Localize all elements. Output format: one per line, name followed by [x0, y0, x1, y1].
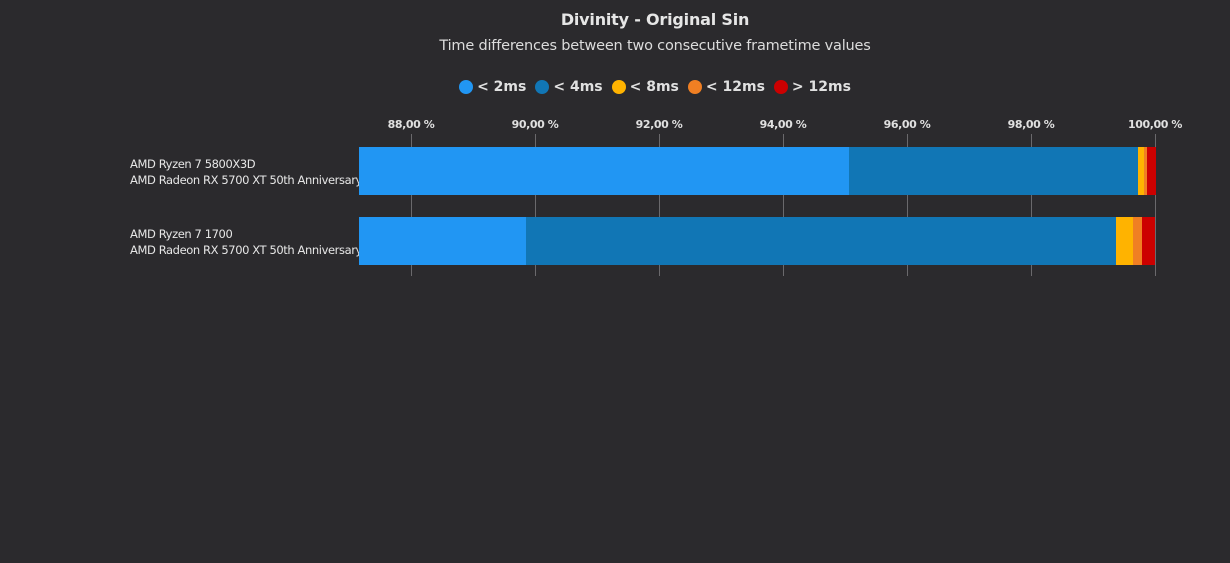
bar-segment[interactable] — [358, 217, 526, 265]
bar-segment[interactable] — [1137, 147, 1145, 195]
legend-label: < 8ms — [629, 79, 679, 95]
bar-segment[interactable] — [1133, 217, 1142, 265]
gridline — [659, 134, 660, 276]
bar-segment[interactable] — [1141, 217, 1155, 265]
x-tick-label: 100,00 % — [1127, 118, 1183, 131]
legend-dot-icon — [611, 80, 626, 94]
x-tick-label: 88,00 % — [387, 118, 435, 131]
legend-label: < 2ms — [477, 79, 527, 95]
chart-legend: < 2ms < 4ms < 8ms < 12ms > 12ms — [0, 79, 1230, 95]
chart-subtitle: Time differences between two consecutive… — [439, 38, 871, 54]
bar-segment[interactable] — [848, 147, 1138, 195]
bar-segment[interactable] — [525, 217, 1116, 265]
gridline — [1155, 134, 1156, 276]
cpu-label: AMD Ryzen 7 5800X3D — [130, 157, 256, 171]
bar-segment[interactable] — [1115, 217, 1134, 265]
legend-label: > 12ms — [791, 79, 851, 95]
bar-segment[interactable] — [358, 147, 849, 195]
bar-segment[interactable] — [1144, 147, 1147, 195]
cpu-label: AMD Ryzen 7 1700 — [130, 227, 233, 241]
gridline — [1031, 134, 1032, 276]
legend-item-lt4ms[interactable]: < 4ms — [535, 79, 603, 95]
x-tick-label: 90,00 % — [511, 118, 559, 131]
gpu-label: AMD Radeon RX 5700 XT 50th Anniversary — [130, 173, 362, 187]
legend-dot-icon — [773, 80, 788, 94]
legend-item-lt12ms[interactable]: < 12ms — [687, 79, 765, 95]
x-tick-label: 92,00 % — [635, 118, 683, 131]
legend-item-gt12ms[interactable]: > 12ms — [773, 79, 851, 95]
gridline — [783, 134, 784, 276]
legend-dot-icon — [535, 80, 550, 94]
stacked-bar-1700[interactable] — [358, 217, 1155, 265]
legend-item-lt2ms[interactable]: < 2ms — [459, 79, 526, 95]
chart-title: Divinity - Original Sin — [560, 10, 750, 29]
gpu-label: AMD Radeon RX 5700 XT 50th Anniversary — [130, 243, 362, 257]
legend-dot-icon — [459, 80, 474, 94]
legend-label: < 12ms — [705, 79, 765, 95]
x-tick-label: 98,00 % — [1007, 118, 1055, 131]
gridline — [907, 134, 908, 276]
legend-item-lt8ms[interactable]: < 8ms — [611, 79, 679, 95]
gridline — [411, 134, 412, 276]
x-tick-label: 96,00 % — [883, 118, 931, 131]
row-label: AMD Ryzen 7 1700 AMD Radeon RX 5700 XT 5… — [130, 226, 362, 258]
legend-dot-icon — [687, 80, 702, 94]
bar-segment[interactable] — [1146, 147, 1156, 195]
stacked-bar-5800x3d[interactable] — [358, 147, 1156, 195]
row-label: AMD Ryzen 7 5800X3D AMD Radeon RX 5700 X… — [130, 156, 362, 188]
gridline — [535, 134, 536, 276]
x-tick-label: 94,00 % — [759, 118, 807, 131]
legend-label: < 4ms — [553, 79, 603, 95]
